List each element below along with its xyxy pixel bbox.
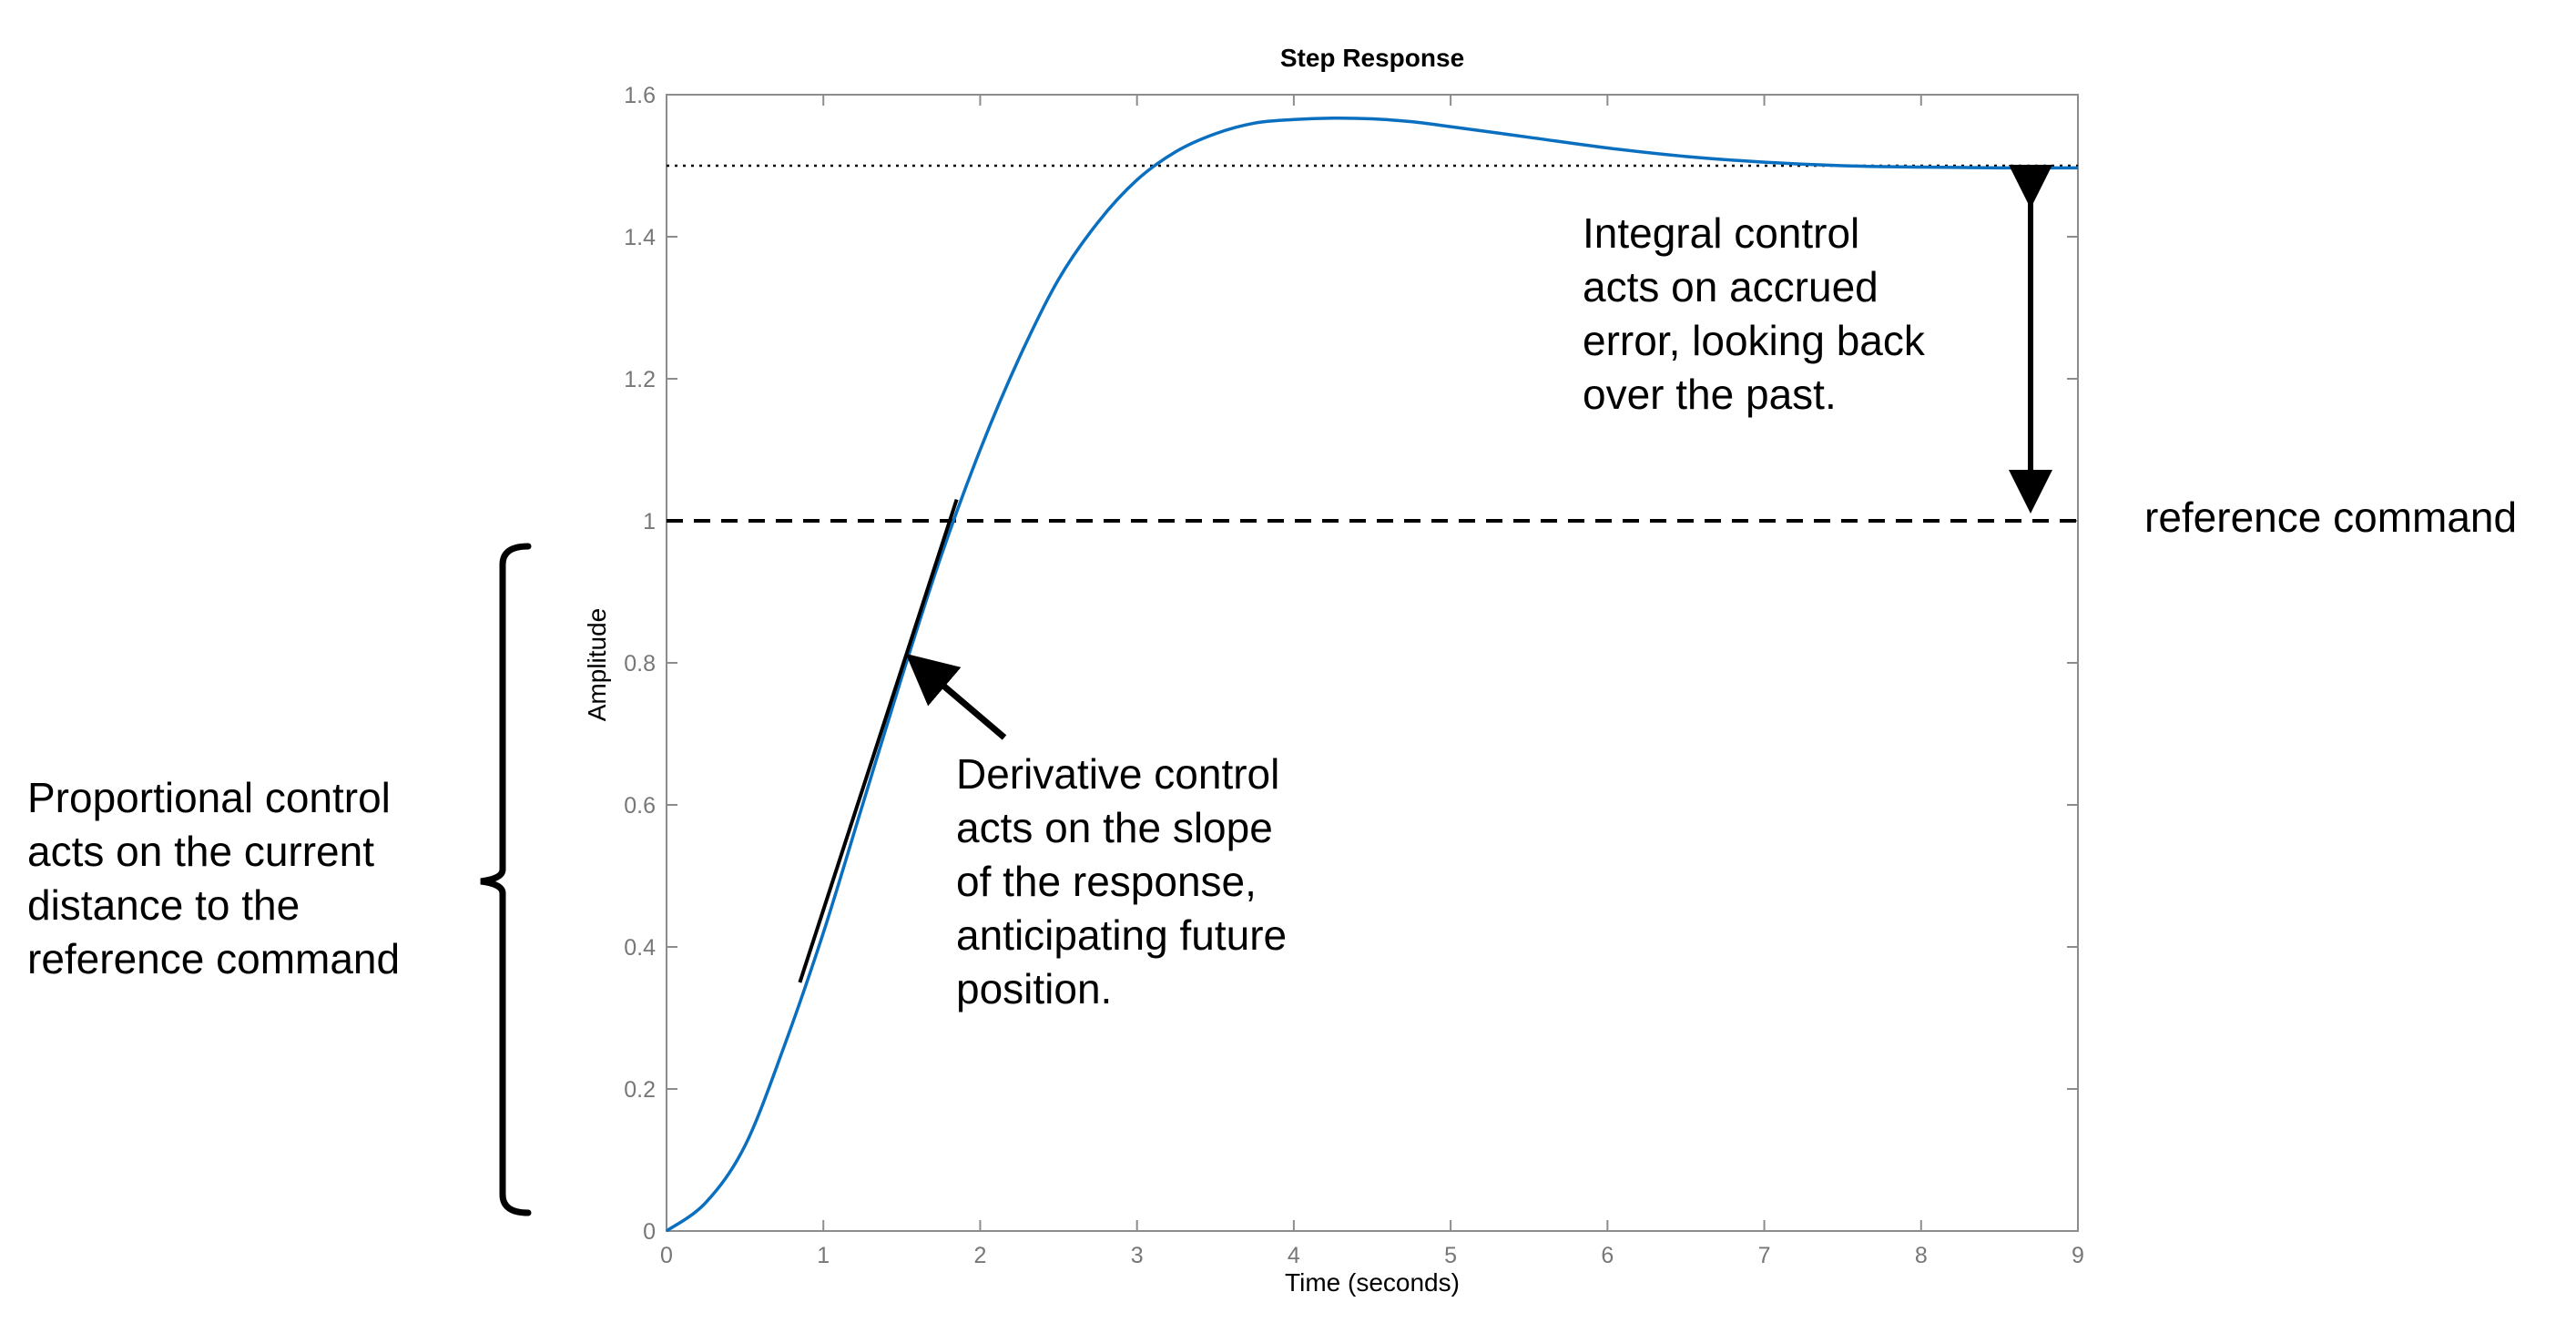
- y-tick-label: 0.6: [624, 793, 656, 819]
- x-tick-label: 2: [973, 1243, 986, 1268]
- proportional-brace: [480, 543, 532, 1216]
- x-tick-label: 1: [817, 1243, 830, 1268]
- y-tick-label: 1.2: [624, 367, 656, 392]
- x-axis-label: Time (seconds): [1285, 1268, 1460, 1297]
- y-tick-label: 0.8: [624, 651, 656, 677]
- y-tick-label: 0: [643, 1219, 656, 1245]
- derivative-tangent-line: [798, 498, 959, 983]
- x-tick-label: 5: [1444, 1243, 1457, 1268]
- x-tick-label: 4: [1288, 1243, 1300, 1268]
- x-tick-label: 8: [1915, 1243, 1928, 1268]
- y-tick-label: 0.2: [624, 1077, 656, 1103]
- x-tick-label: 0: [660, 1243, 673, 1268]
- x-tick-label: 7: [1758, 1243, 1771, 1268]
- derivative-annotation: Derivative control acts on the slope of …: [956, 750, 1298, 1012]
- x-tick-label: 9: [2072, 1243, 2084, 1268]
- axis-ticks: 0 1 2 3 4 5 6 7 8 9 0 0.2 0.4 0.6 0.8 1 1.2 1.4 1.6: [624, 83, 2084, 1268]
- integral-annotation: Integral control acts on accrued error, …: [1583, 209, 1937, 418]
- derivative-pointer-arrow: [905, 653, 1007, 740]
- x-tick-label: 3: [1131, 1243, 1144, 1268]
- chart-title: Step Response: [1280, 44, 1464, 72]
- y-tick-label: 0.4: [624, 935, 656, 961]
- y-tick-label: 1.4: [624, 225, 656, 250]
- step-response-line: [665, 116, 2079, 1233]
- y-tick-label: 1: [643, 509, 656, 534]
- x-tick-label: 6: [1601, 1243, 1614, 1268]
- y-tick-label: 1.6: [624, 83, 656, 108]
- reference-command-label: reference command: [2144, 493, 2517, 541]
- proportional-annotation: Proportional control acts on the current…: [27, 774, 402, 982]
- y-axis-label: Amplitude: [583, 608, 611, 722]
